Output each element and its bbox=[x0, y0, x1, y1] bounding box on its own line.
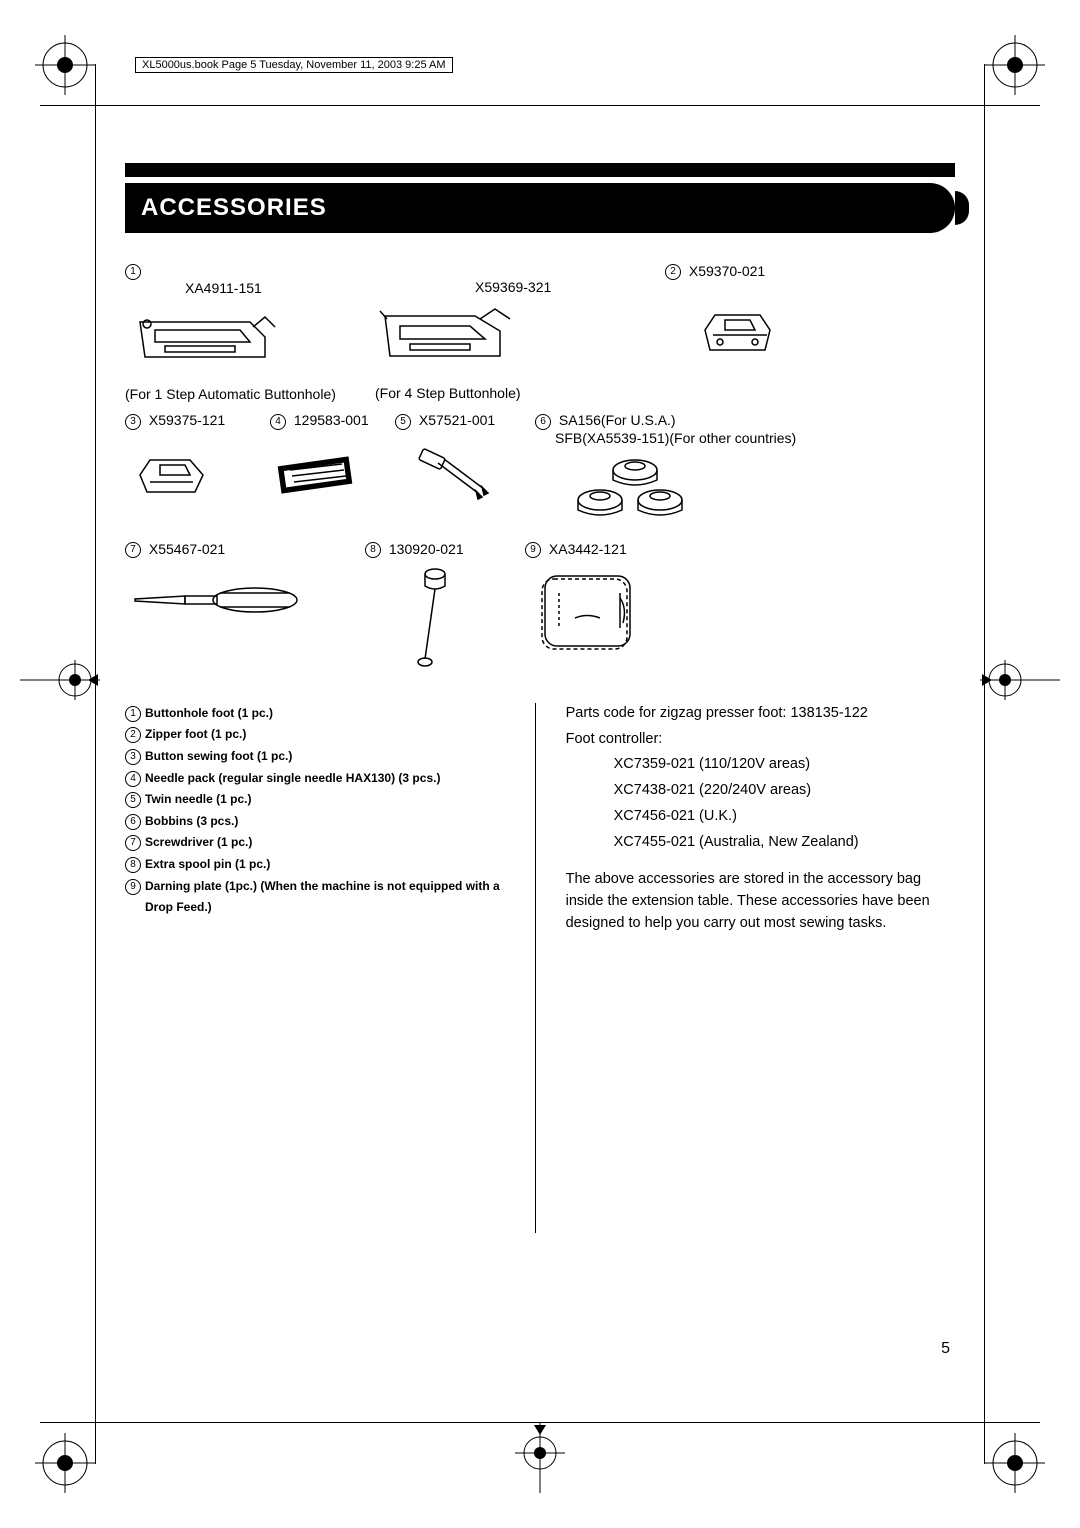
code-3: X59375-121 bbox=[149, 412, 225, 428]
num-1: 1 bbox=[125, 264, 141, 280]
code-6a: SA156(For U.S.A.) bbox=[559, 412, 676, 428]
ln-4: 4 bbox=[125, 771, 141, 787]
page-title: ACCESSORIES bbox=[141, 194, 327, 222]
li-6: Bobbins (3 pcs.) bbox=[145, 811, 238, 833]
title-band: ACCESSORIES bbox=[125, 163, 955, 233]
ln-6: 6 bbox=[125, 814, 141, 830]
accessory-list: 1Buttonhole foot (1 pc.) 2Zipper foot (1… bbox=[125, 703, 505, 1233]
illus-twin-needle bbox=[410, 445, 535, 513]
code-1b: X59369-321 bbox=[475, 279, 551, 295]
ln-7: 7 bbox=[125, 835, 141, 851]
code-6b: SFB(XA5539-151)(For other countries) bbox=[555, 430, 796, 446]
fc-3: XC7456-021 (U.K.) bbox=[566, 806, 955, 828]
num-6: 6 bbox=[535, 414, 551, 430]
crop-line-bottom bbox=[40, 1422, 1040, 1423]
fc-4: XC7455-021 (Australia, New Zealand) bbox=[566, 832, 955, 854]
header-meta: XL5000us.book Page 5 Tuesday, November 1… bbox=[135, 57, 453, 73]
illus-bobbins bbox=[565, 452, 905, 525]
li-1: Buttonhole foot (1 pc.) bbox=[145, 703, 273, 725]
num-7: 7 bbox=[125, 542, 141, 558]
sub-1a: (For 1 Step Automatic Buttonhole) bbox=[125, 386, 375, 402]
crop-line-left bbox=[95, 64, 96, 1464]
column-divider bbox=[535, 703, 536, 1233]
illus-buttonhole-foot-a bbox=[125, 302, 375, 380]
crop-mark-tr bbox=[985, 35, 1045, 95]
code-8: 130920-021 bbox=[389, 541, 464, 557]
list-section: 1Buttonhole foot (1 pc.) 2Zipper foot (1… bbox=[125, 703, 955, 1233]
illus-zipper-foot bbox=[695, 305, 905, 368]
fc-1: XC7359-021 (110/120V areas) bbox=[566, 754, 955, 776]
li-2: Zipper foot (1 pc.) bbox=[145, 724, 246, 746]
li-9: Darning plate (1pc.) (When the machine i… bbox=[145, 876, 505, 919]
illus-spool-pin bbox=[395, 564, 525, 677]
code-5: X57521-001 bbox=[419, 412, 495, 428]
ln-5: 5 bbox=[125, 792, 141, 808]
accessories-grid: 1 XA4911-151 (For 1 Step Automatic Butto… bbox=[125, 263, 955, 1233]
num-9: 9 bbox=[525, 542, 541, 558]
code-9: XA3442-121 bbox=[549, 541, 627, 557]
crop-mark-tl bbox=[35, 35, 95, 95]
sub-1b: (For 4 Step Buttonhole) bbox=[375, 385, 625, 401]
ln-8: 8 bbox=[125, 857, 141, 873]
parts-code-line: Parts code for zigzag presser foot: 1381… bbox=[566, 703, 955, 725]
crop-line-right bbox=[984, 64, 985, 1464]
ln-1: 1 bbox=[125, 706, 141, 722]
illus-buttonhole-foot-b bbox=[375, 301, 625, 379]
illus-darning-plate bbox=[535, 568, 725, 661]
ln-3: 3 bbox=[125, 749, 141, 765]
crop-mark-bl bbox=[35, 1433, 95, 1493]
code-2: X59370-021 bbox=[689, 263, 765, 279]
code-4: 129583-001 bbox=[294, 412, 369, 428]
li-8: Extra spool pin (1 pc.) bbox=[145, 854, 270, 876]
parts-info: Parts code for zigzag presser foot: 1381… bbox=[566, 703, 955, 1233]
li-3: Button sewing foot (1 pc.) bbox=[145, 746, 292, 768]
crop-mark-br bbox=[985, 1433, 1045, 1493]
crop-mark-mb bbox=[505, 1423, 575, 1498]
num-5: 5 bbox=[395, 414, 411, 430]
crop-mark-ml bbox=[20, 650, 100, 715]
page-number: 5 bbox=[941, 1340, 950, 1358]
num-8: 8 bbox=[365, 542, 381, 558]
illus-needle-pack bbox=[270, 450, 395, 503]
storage-note: The above accessories are stored in the … bbox=[566, 869, 955, 934]
code-1a: XA4911-151 bbox=[185, 280, 262, 296]
page-content: XL5000us.book Page 5 Tuesday, November 1… bbox=[125, 55, 955, 1233]
num-4: 4 bbox=[270, 414, 286, 430]
num-3: 3 bbox=[125, 414, 141, 430]
num-2: 2 bbox=[665, 264, 681, 280]
foot-controller-label: Foot controller: bbox=[566, 729, 955, 751]
crop-mark-mr bbox=[980, 650, 1060, 715]
li-4: Needle pack (regular single needle HAX13… bbox=[145, 768, 440, 790]
illus-screwdriver bbox=[125, 578, 365, 626]
fc-2: XC7438-021 (220/240V areas) bbox=[566, 780, 955, 802]
ln-9: 9 bbox=[125, 879, 141, 895]
illus-button-foot bbox=[135, 450, 270, 508]
li-7: Screwdriver (1 pc.) bbox=[145, 832, 252, 854]
ln-2: 2 bbox=[125, 727, 141, 743]
code-7: X55467-021 bbox=[149, 541, 225, 557]
li-5: Twin needle (1 pc.) bbox=[145, 789, 251, 811]
